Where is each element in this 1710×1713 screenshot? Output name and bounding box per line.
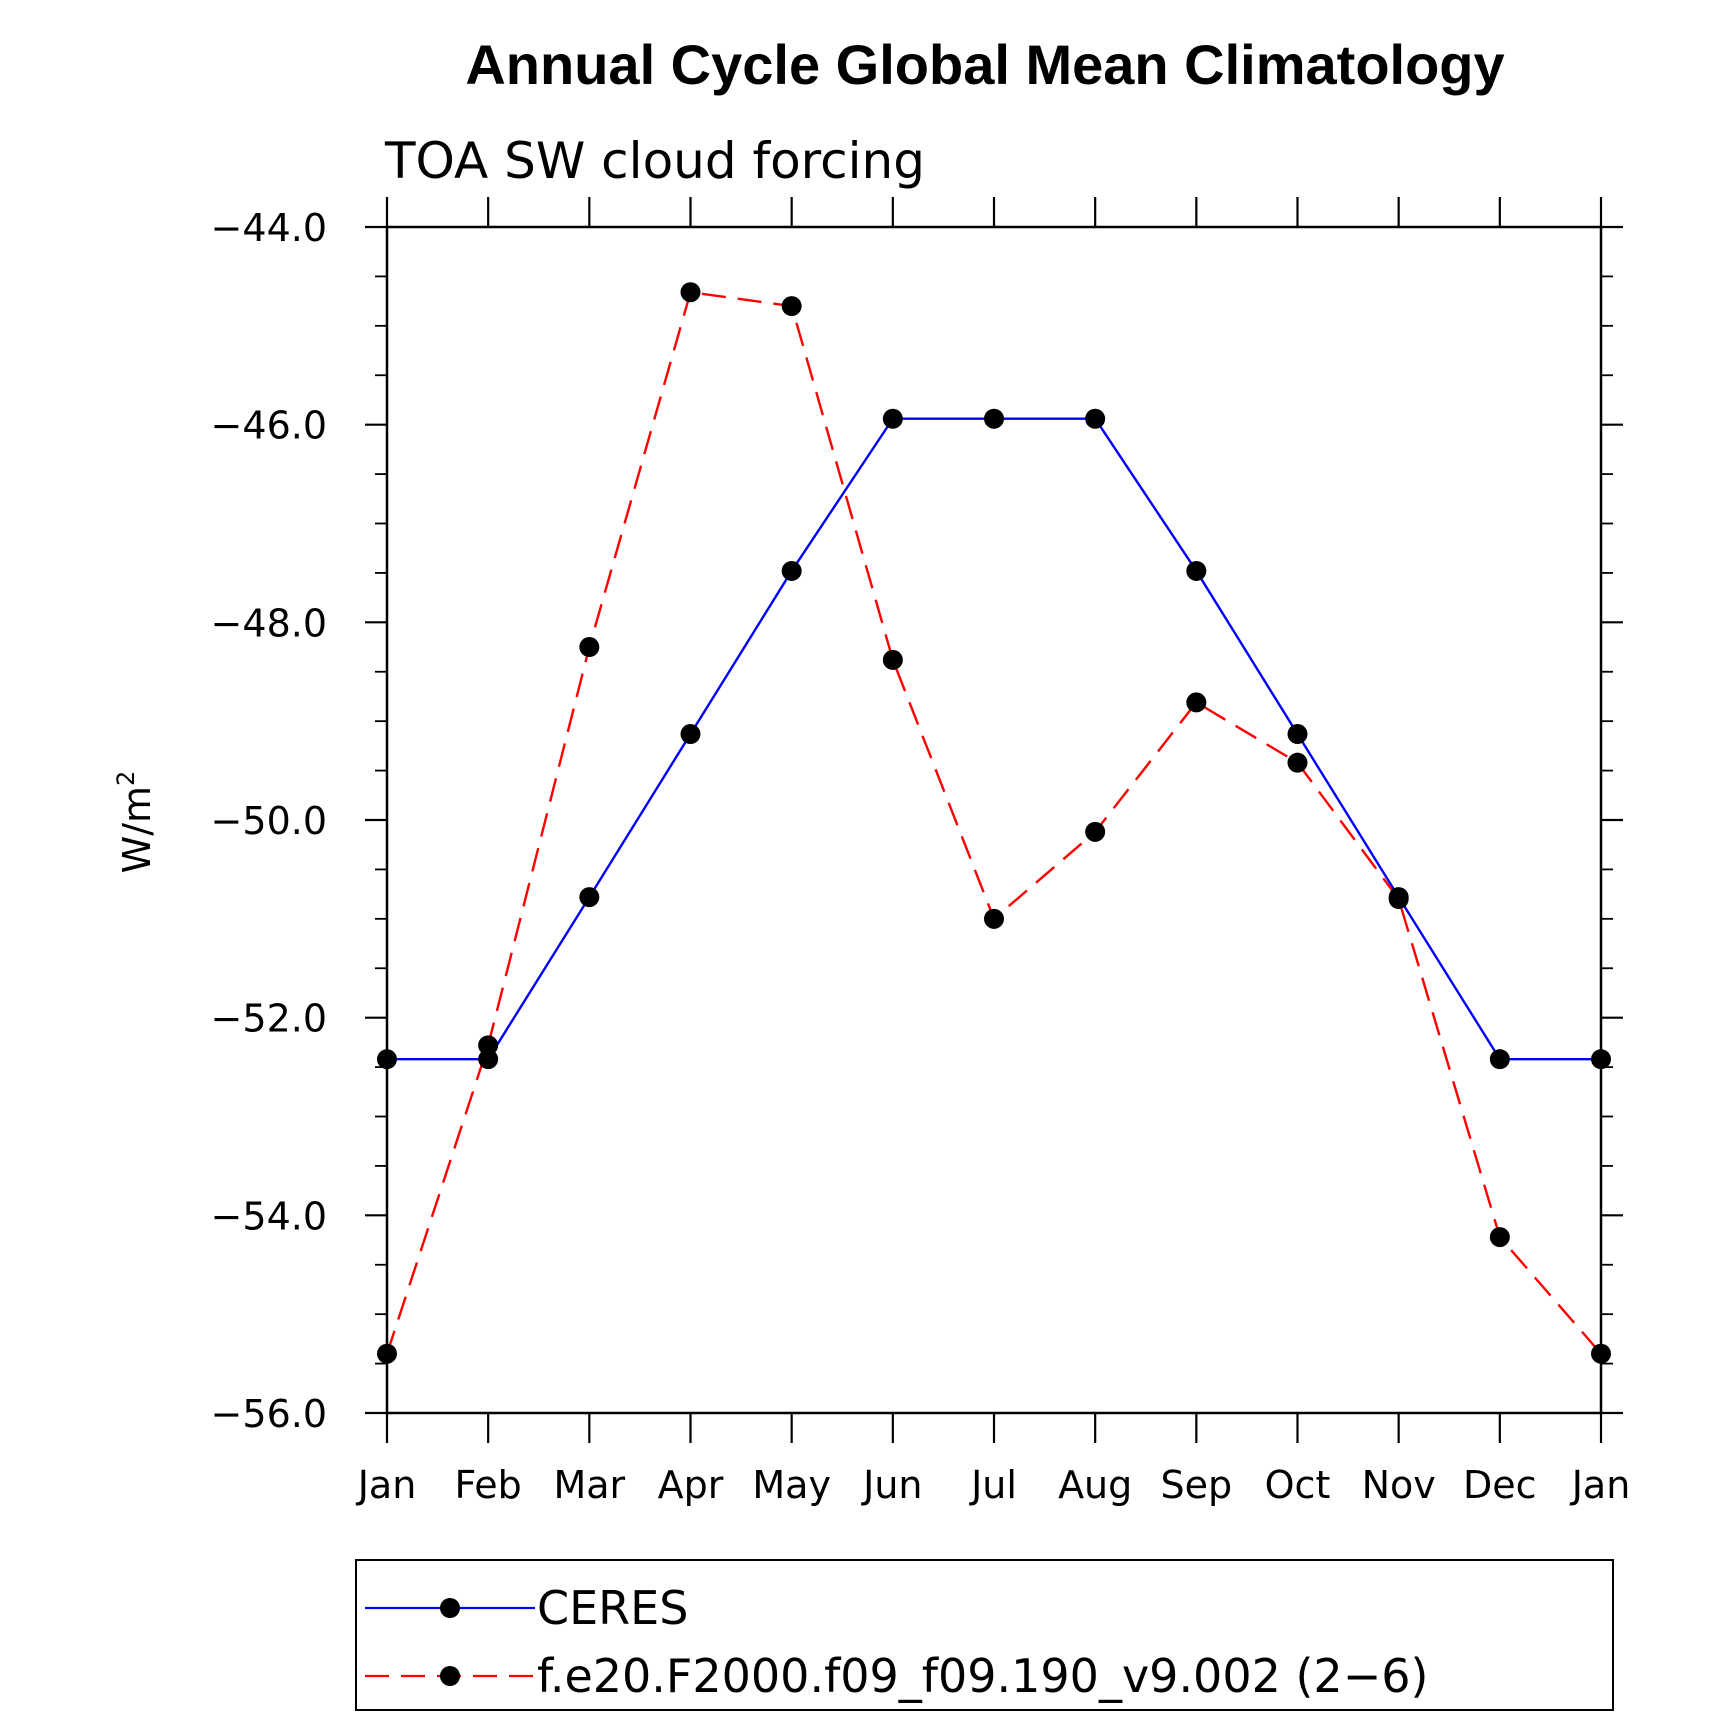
x-tick-label: Apr [658,1463,724,1507]
series-1-point [1287,752,1308,773]
series-0-point [1591,1049,1611,1070]
series-0-point [781,560,802,581]
series-0-point [478,1049,499,1070]
series-0-point [882,408,903,429]
legend-label-model: f.e20.F2000.f09_f09.190_v9.002 (2−6) [537,1649,1428,1703]
y-tick-label: −54.0 [211,1194,327,1238]
x-tick-label: Nov [1362,1463,1436,1507]
series-1-point [680,282,701,303]
series-1-point [1489,1227,1510,1248]
series-0-point [1287,724,1308,745]
series-1-point [478,1035,499,1056]
y-axis-label-superscript: 2 [112,771,140,786]
series-1-point [1591,1343,1611,1364]
y-axis-label: W/m2 [112,771,159,874]
series-layer [377,282,1611,1364]
series-1-point [781,296,802,317]
x-tick-label: Mar [553,1463,625,1507]
y-tick-label: −48.0 [211,601,327,645]
x-tick-label: Oct [1265,1463,1331,1507]
x-tick-label: Feb [455,1463,522,1507]
y-tick-label: −44.0 [211,206,327,250]
series-1-point [1388,889,1409,910]
series-1-point [1186,692,1207,713]
y-axis: −56.0 −54.0 −52.0 −50.0 −48.0 −46.0 −44.0 [211,206,1623,1436]
y-tick-label: −56.0 [211,1392,327,1436]
x-tick-label: Jun [861,1463,922,1507]
series-0-point [680,724,701,745]
y-tick-label: −50.0 [211,799,327,843]
series-0-point [1085,408,1106,429]
series-0-point [579,887,600,908]
chart-subtitle: TOA SW cloud forcing [384,132,925,190]
x-tick-label: Sep [1161,1463,1233,1507]
x-tick-label: Aug [1058,1463,1132,1507]
y-axis-label-text: W/m [115,786,159,873]
plot-frame [385,225,1603,1415]
legend-label-ceres: CERES [537,1581,688,1635]
y-tick-label: −46.0 [211,404,327,448]
series-1-point [579,637,600,658]
chart-title: Annual Cycle Global Mean Climatology [465,33,1504,96]
series-1-point [882,649,903,670]
legend-marker-ceres [440,1598,460,1618]
x-axis: Jan Feb Mar Apr May Jun Jul Aug Sep Oct Nov Dec Jan [356,197,1631,1507]
series-0-point [984,408,1004,429]
svg-text:W/m2: W/m2 [112,771,159,874]
x-tick-label: Jan [1570,1463,1631,1507]
series-1-point [984,908,1004,929]
series-0-point [377,1049,397,1070]
legend-marker-model [440,1666,460,1686]
series-0-point [1489,1049,1510,1070]
legend: CERES f.e20.F2000.f09_f09.190_v9.002 (2−… [355,1559,1614,1711]
x-tick-label: Jul [969,1463,1017,1507]
x-tick-label: May [752,1463,831,1507]
series-0-point [1186,560,1207,581]
legend-box [355,1559,1614,1711]
y-tick-label: −52.0 [211,997,327,1041]
series-line-1 [385,290,1602,1355]
x-tick-label: Dec [1463,1463,1537,1507]
x-tick-label: Jan [356,1463,417,1507]
plot-border [385,225,1603,1415]
series-1-point [1085,821,1106,842]
series-1-point [377,1343,397,1364]
